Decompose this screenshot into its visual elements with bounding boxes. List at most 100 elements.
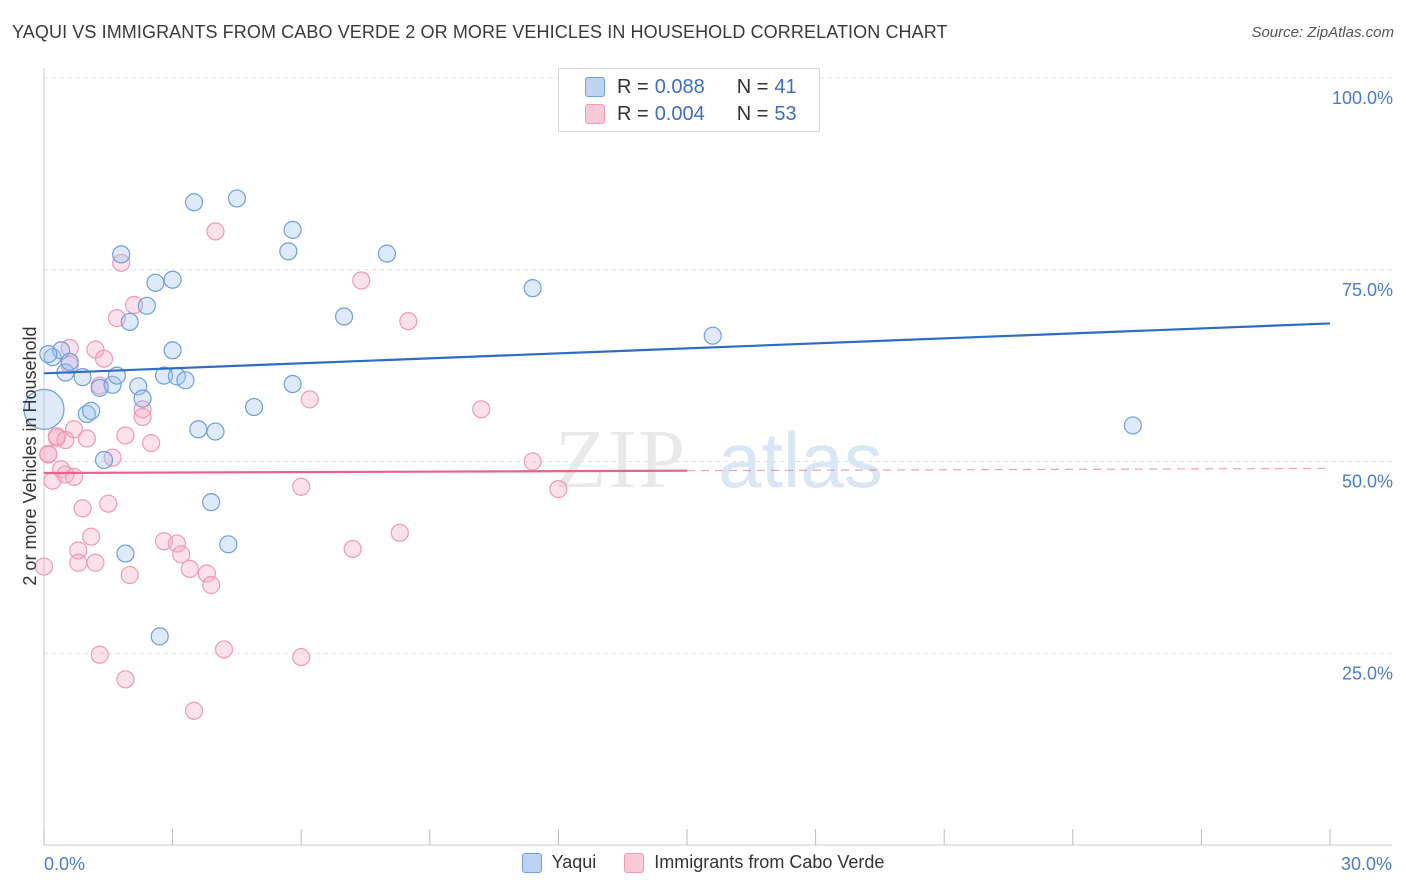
cabo-verde-point: [64, 420, 84, 439]
cabo-verde-trend-extension: [686, 467, 1331, 472]
y-tick-label: 75.0%: [1342, 280, 1393, 300]
yaqui-swatch: [585, 77, 605, 97]
x-tick-label: 30.0%: [1341, 854, 1392, 874]
yaqui-point: [146, 273, 165, 292]
legend-item-yaqui: Yaqui: [521, 852, 597, 873]
r-value: 0.088: [654, 75, 705, 98]
cabo-verde-point: [214, 640, 234, 659]
cabo-verde-point: [47, 427, 66, 446]
yaqui-point: [202, 493, 221, 512]
yaqui-point: [137, 296, 156, 315]
cabo-verde-point: [133, 400, 152, 419]
legend-label-cabo-verde: Immigrants from Cabo Verde: [654, 852, 885, 872]
r-label: R =: [617, 75, 649, 98]
cabo-verde-trend-line: [43, 469, 688, 475]
yaqui-point: [23, 388, 65, 430]
cabo-verde-point: [472, 400, 491, 419]
cabo-verde-swatch: [585, 104, 605, 124]
cabo-verde-point: [39, 444, 58, 463]
cabo-verde-point: [94, 349, 114, 368]
yaqui-point: [154, 366, 174, 385]
cabo-verde-point: [124, 295, 144, 315]
yaqui-point: [184, 193, 204, 212]
cabo-verde-point: [292, 647, 311, 667]
legend-item-cabo-verde: Immigrants from Cabo Verde: [624, 852, 884, 873]
cabo-verde-point: [399, 312, 418, 331]
chart-title: YAQUI VS IMMIGRANTS FROM CABO VERDE 2 OR…: [12, 22, 948, 42]
y-tick-label: 50.0%: [1342, 472, 1393, 492]
y-axis-label: 2 or more Vehicles in Household: [20, 326, 40, 585]
yaqui-point: [120, 312, 139, 332]
yaqui-point: [227, 189, 246, 208]
cabo-verde-point: [180, 559, 199, 578]
yaqui-point: [206, 422, 225, 441]
y-tick-label: 25.0%: [1342, 663, 1393, 683]
r-label: R =: [617, 102, 649, 125]
cabo-verde-point: [82, 527, 101, 546]
yaqui-point: [60, 352, 79, 371]
yaqui-point: [334, 307, 354, 326]
n-label: N =: [736, 75, 769, 98]
cabo-verde-point: [116, 670, 135, 689]
watermark-zip: ZIP: [555, 413, 687, 506]
legend-row-yaqui: R = 0.088 N = 41: [585, 74, 797, 100]
cabo-verde-point: [120, 565, 139, 585]
yaqui-point: [523, 279, 542, 298]
yaqui-point: [1123, 416, 1142, 435]
yaqui-point: [163, 341, 182, 360]
yaqui-point: [163, 270, 182, 289]
stats-legend: R = 0.088 N = 41 R = 0.004 N = 53: [558, 68, 820, 132]
yaqui-point: [112, 245, 131, 264]
yaqui-point: [283, 220, 302, 239]
cabo-verde-point: [523, 452, 542, 471]
cabo-verde-point: [549, 480, 568, 499]
cabo-verde-point: [142, 433, 161, 453]
cabo-verde-point: [300, 390, 319, 409]
yaqui-point: [176, 371, 195, 390]
cabo-verde-point: [90, 645, 109, 664]
yaqui-point: [219, 535, 238, 554]
yaqui-swatch: [521, 852, 542, 873]
yaqui-point: [116, 544, 135, 563]
legend-label-yaqui: Yaqui: [551, 852, 597, 872]
yaqui-trend-line: [43, 322, 1331, 375]
cabo-verde-point: [116, 426, 135, 445]
y-tick-label: 100.0%: [1332, 88, 1393, 108]
chart-source: Source: ZipAtlas.com: [1251, 24, 1394, 41]
cabo-verde-point: [64, 467, 84, 486]
yaqui-point: [150, 627, 169, 646]
yaqui-point: [103, 375, 122, 394]
n-value: 41: [774, 75, 797, 98]
tick-labels: 25.0% 50.0% 75.0% 100.0% 0.0% 30.0%: [44, 88, 1393, 874]
series-legend: Yaqui Immigrants from Cabo Verde: [0, 852, 1406, 873]
cabo-verde-point: [133, 407, 152, 427]
yaqui-point: [703, 326, 722, 345]
cabo-verde-point: [34, 557, 54, 576]
yaqui-point: [39, 345, 58, 364]
cabo-verde-point: [172, 545, 191, 564]
cabo-verde-swatch: [624, 852, 645, 873]
yaqui-points: [23, 189, 1142, 646]
cabo-verde-point: [390, 523, 409, 542]
cabo-verde-point: [167, 534, 186, 553]
x-tick-label: 0.0%: [44, 854, 85, 874]
cabo-verde-point: [99, 494, 118, 513]
yaqui-point: [279, 242, 298, 261]
yaqui-point: [133, 389, 152, 408]
cabo-verde-point: [77, 429, 96, 448]
yaqui-point: [377, 244, 397, 263]
yaqui-point: [82, 401, 101, 420]
cabo-verde-point: [352, 271, 371, 290]
cabo-verde-point: [86, 553, 105, 572]
cabo-verde-point: [202, 575, 221, 595]
watermark-atlas: atlas: [718, 416, 883, 504]
yaqui-point: [244, 397, 264, 417]
cabo-verde-point: [292, 477, 311, 496]
cabo-verde-point: [69, 553, 88, 572]
cabo-verde-point: [184, 701, 204, 720]
yaqui-point: [189, 420, 208, 439]
cabo-verde-point: [197, 564, 216, 583]
axes: [43, 68, 1392, 846]
cabo-verde-point: [73, 499, 92, 518]
